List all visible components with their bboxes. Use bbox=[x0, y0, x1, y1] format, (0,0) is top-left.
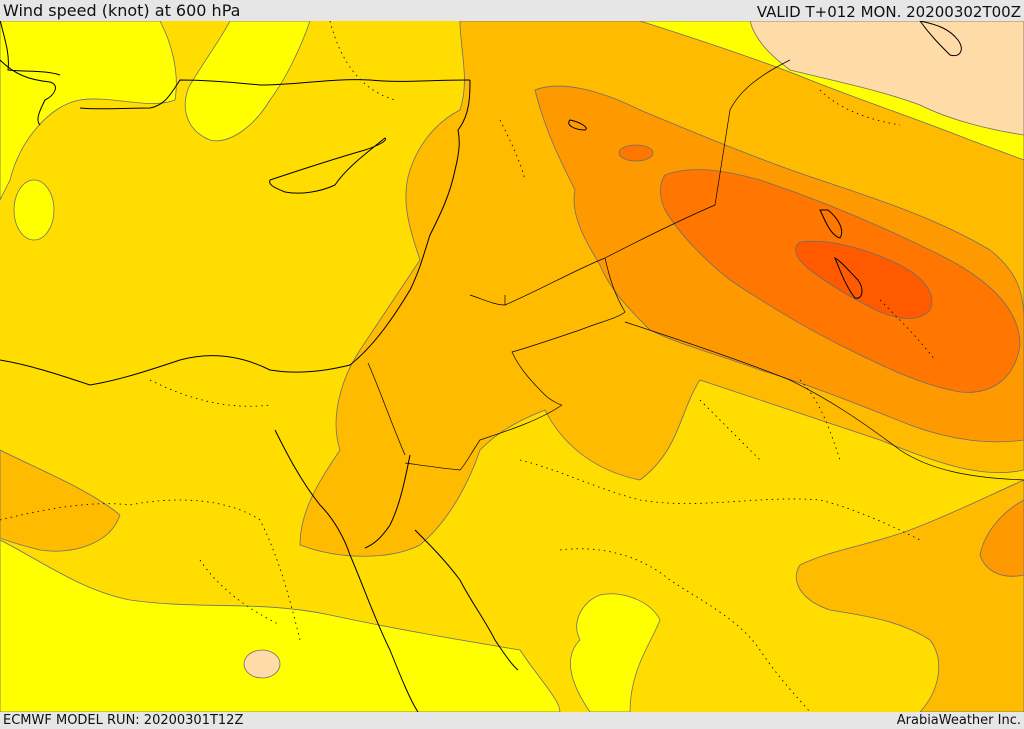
credit: ArabiaWeather Inc. bbox=[896, 713, 1021, 728]
wind-level-4-se bbox=[979, 499, 1024, 577]
wind-speed-map bbox=[0, 21, 1024, 712]
coastlines bbox=[0, 21, 962, 712]
wind-level-1-se bbox=[570, 593, 661, 712]
dotted-boundaries bbox=[0, 21, 936, 712]
wind-level-1-north bbox=[184, 21, 311, 142]
model-run: ECMWF MODEL RUN: 20200301T12Z bbox=[3, 713, 244, 728]
top-bar: Wind speed (knot) at 600 hPa VALID T+012… bbox=[0, 0, 1024, 21]
wind-level-1-west bbox=[0, 21, 177, 201]
wind-level-3-se bbox=[795, 479, 1024, 712]
bottom-bar: ECMWF MODEL RUN: 20200301T12Z ArabiaWeat… bbox=[0, 712, 1024, 729]
wind-level-6-core bbox=[795, 240, 933, 319]
map-canvas bbox=[0, 21, 1024, 712]
light-patch-south bbox=[243, 649, 281, 679]
wind-level-1-island bbox=[13, 179, 55, 241]
country-borders bbox=[367, 59, 1024, 481]
wind-level-1-sw bbox=[0, 539, 561, 712]
light-patch-ne bbox=[749, 21, 1024, 136]
map-title: Wind speed (knot) at 600 hPa bbox=[3, 1, 241, 20]
wind-level-3-west bbox=[0, 449, 121, 552]
wind-level-4-blob bbox=[618, 144, 654, 162]
valid-time: VALID T+012 MON. 20200302T00Z bbox=[756, 3, 1021, 21]
